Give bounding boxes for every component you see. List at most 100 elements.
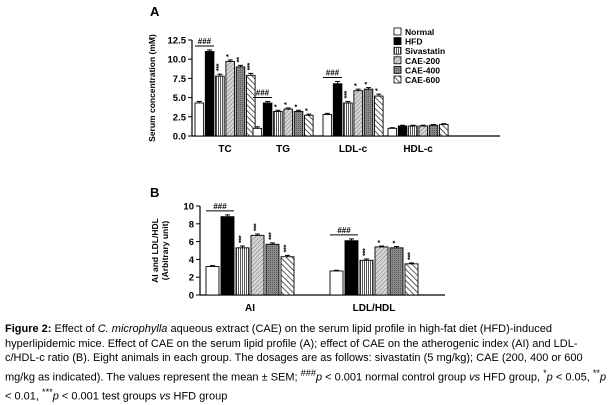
bar <box>332 83 343 137</box>
bar <box>343 102 353 137</box>
caption-text: HFD group <box>170 390 228 403</box>
significance-mark: * <box>224 54 233 57</box>
y-tick-label: 0.0 <box>173 132 186 143</box>
bar <box>283 108 293 137</box>
y-tick-label: 2.5 <box>173 112 187 123</box>
bar <box>344 240 359 296</box>
caption-label: Figure 2: <box>5 323 52 335</box>
y-axis-label-line: (Arbitrary unit) <box>160 221 170 281</box>
y-tick-label: 5.0 <box>173 93 186 104</box>
bar <box>225 61 235 137</box>
x-tick-label: LDL/HDL <box>353 303 396 314</box>
caption-species: C. microphylla <box>97 323 168 335</box>
significance-mark: *** <box>406 252 415 260</box>
significance-mark: *** <box>252 223 261 231</box>
panel-a: A 0.0 2.5 5.0 7.5 10.0 12.5 Serum concentration… <box>147 4 500 155</box>
legend-label: CAE-400 <box>405 65 440 75</box>
caption-text: Effect of <box>51 323 98 335</box>
legend-swatch <box>393 56 402 65</box>
y-tick-label: 0 <box>189 291 194 302</box>
significance-mark: * <box>303 108 312 111</box>
caption-text: < 0.05, <box>552 371 593 384</box>
legend-label: Sivastatin <box>405 46 445 56</box>
bar <box>220 216 235 296</box>
bar <box>280 256 295 296</box>
caption-sup: * <box>543 367 547 378</box>
legend-label: CAE-200 <box>405 56 440 66</box>
bar <box>363 88 374 137</box>
bar <box>235 66 246 137</box>
y-tick-label: 12.5 <box>168 36 187 47</box>
bar <box>250 234 265 296</box>
caption-sup: ### <box>300 367 316 378</box>
significance-mark: *** <box>237 235 246 243</box>
significance-mark: *** <box>214 63 223 71</box>
legend-label: Normal <box>405 27 434 37</box>
y-tick-label: 10.0 <box>168 55 187 66</box>
legend-swatch <box>393 27 402 36</box>
caption-p: p <box>315 371 323 384</box>
bar <box>397 125 408 137</box>
significance-mark: *** <box>267 232 276 240</box>
caption-text: HFD group, <box>480 371 544 384</box>
bar <box>387 127 398 137</box>
legend-swatch <box>393 46 402 55</box>
bar <box>246 74 256 137</box>
x-tick-label: LDL-c <box>339 144 368 155</box>
significance-mark: * <box>391 240 400 243</box>
bar <box>265 243 280 296</box>
caption-text: < 0.001 normal control group <box>322 371 470 384</box>
caption-text: < 0.01, <box>5 390 43 403</box>
bar <box>353 90 363 137</box>
significance-mark: * <box>376 240 385 243</box>
caption-vs: vs <box>159 390 171 403</box>
significance-mark: * <box>373 88 382 91</box>
bar <box>252 127 263 137</box>
legend-swatch <box>393 37 402 45</box>
y-tick-label: 6 <box>189 237 194 248</box>
x-tick-label: TC <box>218 144 231 155</box>
figure-canvas: A 0.0 2.5 5.0 7.5 10.0 12.5 Serum concentration… <box>147 4 500 314</box>
hash-mark: ### <box>256 88 270 97</box>
panel-letter: A <box>150 4 160 19</box>
y-tick-label: 8 <box>189 219 194 230</box>
y-tick-label: 4 <box>189 255 195 266</box>
caption-p: p <box>546 371 553 384</box>
bar <box>262 102 273 137</box>
bar <box>374 246 389 296</box>
significance-mark: * <box>293 104 302 107</box>
bar <box>404 263 419 296</box>
y-axis-label: AI and LDL/HDL(Arbitrary unit) <box>150 218 170 283</box>
y-axis-label: Serum concentration (mM) <box>147 34 157 142</box>
bar <box>418 125 428 137</box>
caption-p: p <box>600 371 607 384</box>
hash-mark: ### <box>198 37 212 46</box>
hash-mark: ### <box>326 68 340 77</box>
significance-mark: * <box>352 83 361 86</box>
bar <box>389 247 404 296</box>
legend-label: CAE-600 <box>405 75 440 85</box>
bar <box>304 114 314 137</box>
bar <box>322 114 333 137</box>
figure-caption: Figure 2: Effect of C. microphylla aqueo… <box>5 322 608 404</box>
caption-p: p <box>52 390 59 403</box>
y-axis-label-line: AI and LDL/HDL <box>150 218 160 283</box>
x-tick-label: TG <box>276 144 290 155</box>
significance-mark: ** <box>235 57 244 62</box>
bar <box>359 259 374 296</box>
caption-text: aqueous extract (CAE) on the serum lipid… <box>5 323 583 384</box>
panel-letter: B <box>150 185 159 200</box>
bar <box>235 247 250 296</box>
y-tick-label: 7.5 <box>173 74 187 85</box>
bar <box>293 110 304 137</box>
bar <box>273 110 283 137</box>
significance-mark: * <box>282 102 291 105</box>
significance-mark: *** <box>342 91 351 99</box>
hash-mark: ### <box>337 226 351 235</box>
y-tick-label: 10 <box>183 202 194 213</box>
x-tick-label: HDL-c <box>403 144 433 155</box>
bar <box>428 124 439 137</box>
legend-swatch <box>393 75 402 84</box>
